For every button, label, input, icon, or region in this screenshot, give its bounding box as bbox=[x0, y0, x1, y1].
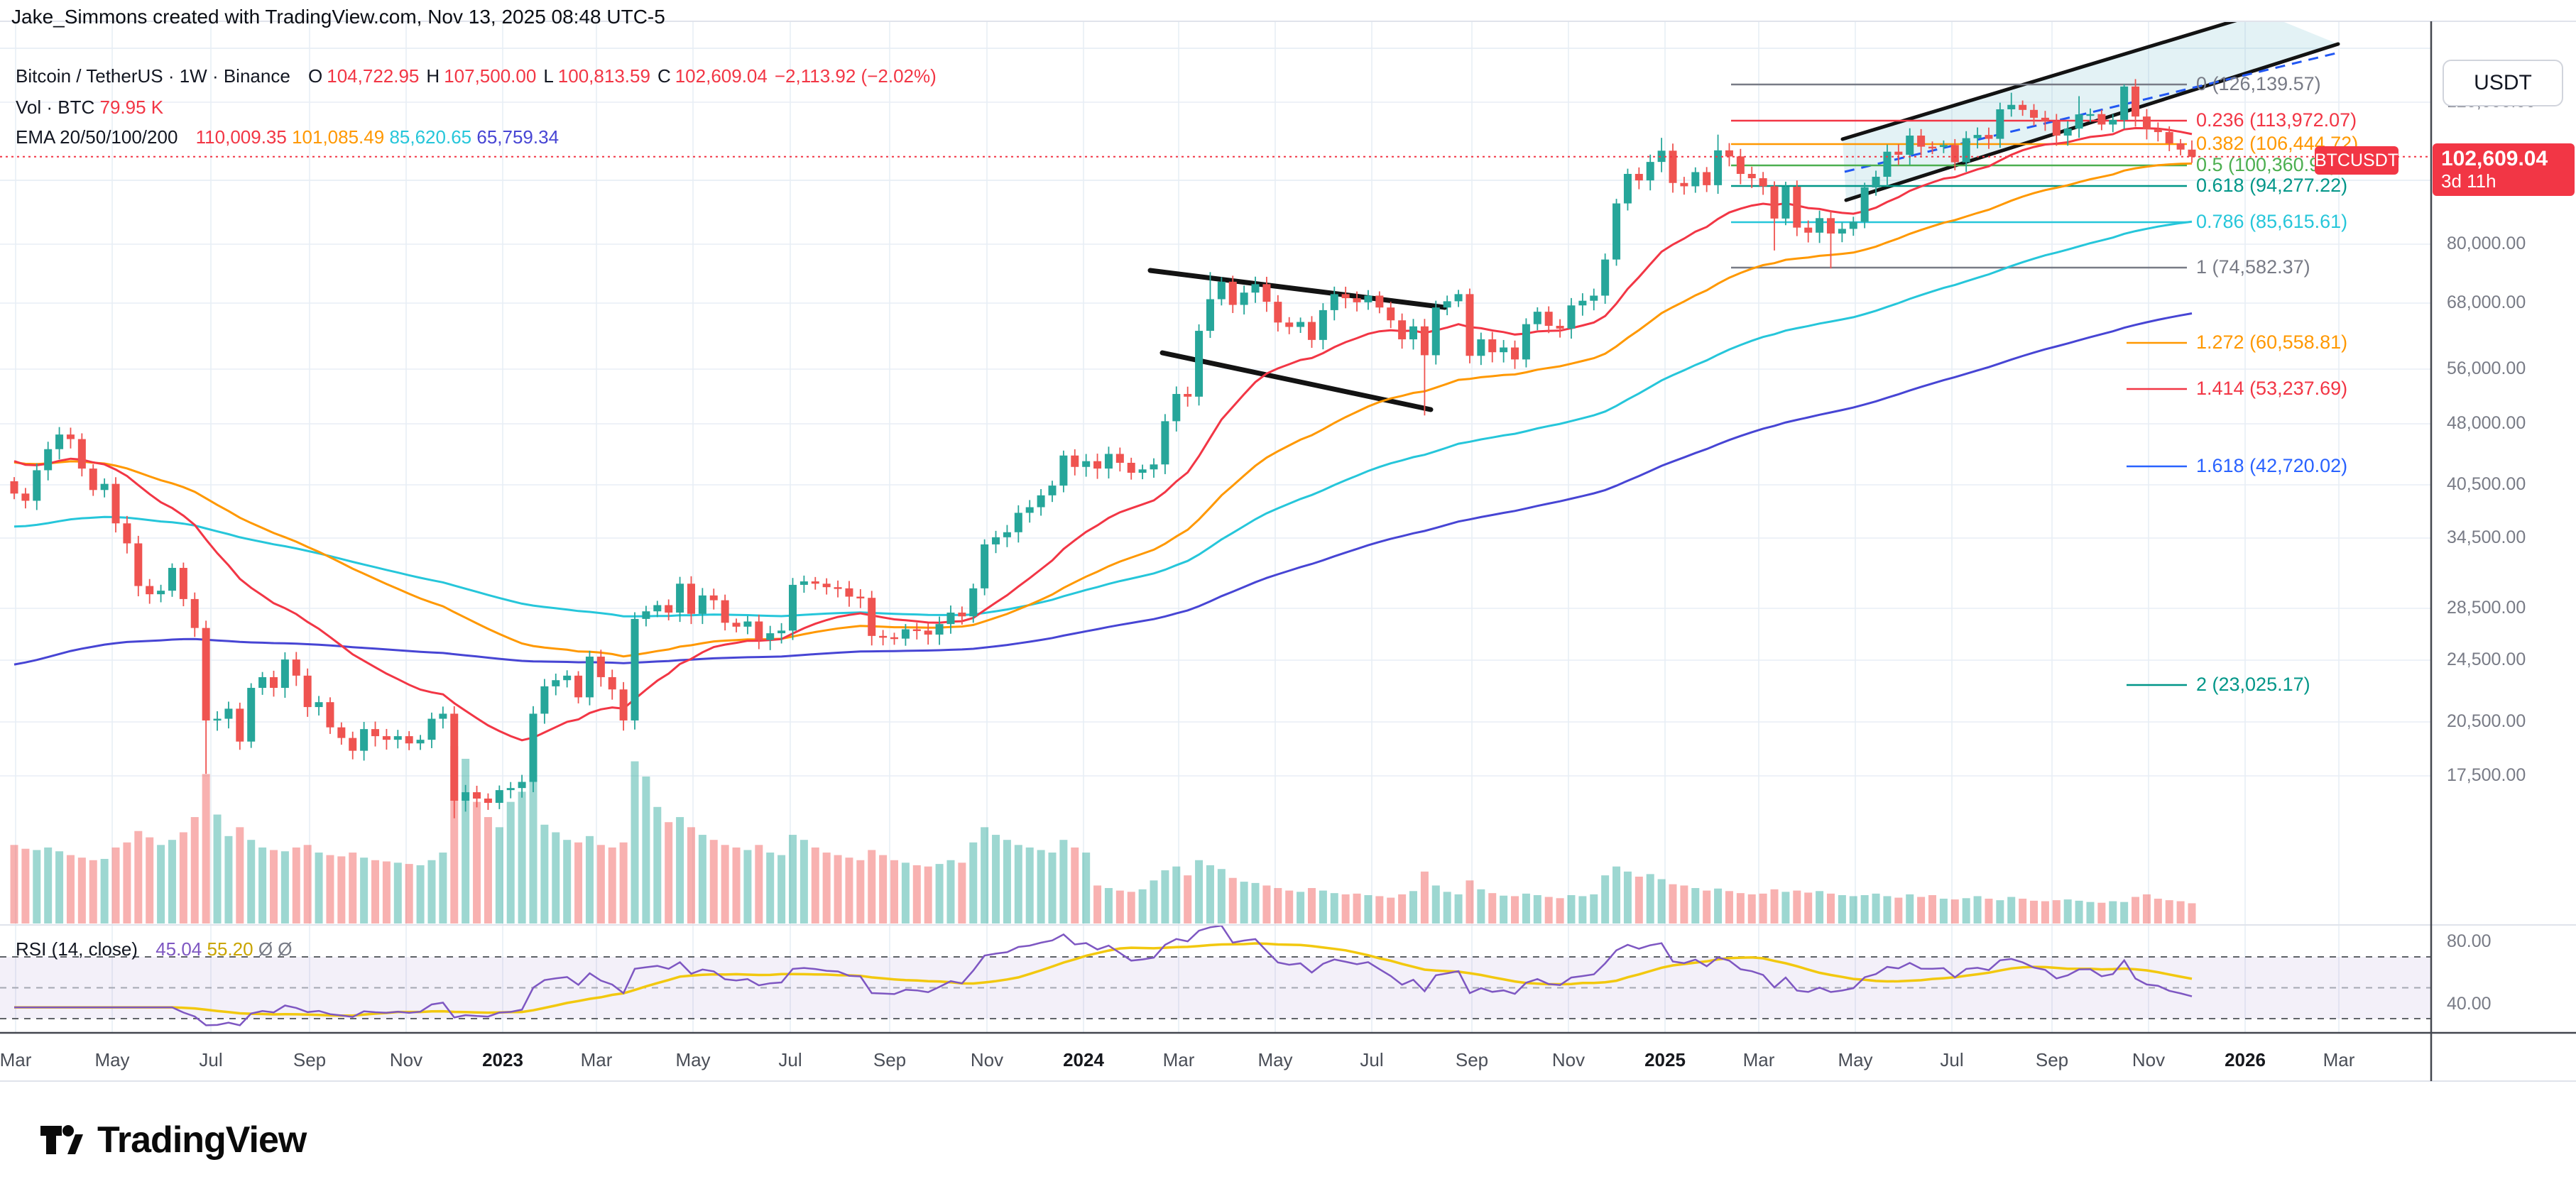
time-axis-label[interactable]: 2024 bbox=[1063, 1049, 1104, 1070]
time-axis-label[interactable]: Jul bbox=[1940, 1049, 1964, 1070]
price-axis-label[interactable]: 34,500.00 bbox=[2447, 527, 2526, 547]
time-axis-label[interactable]: Sep bbox=[2035, 1049, 2069, 1070]
ema100-value: 85,620.65 bbox=[389, 126, 472, 148]
rsi-ma-value: 55.20 bbox=[207, 938, 253, 960]
fib-level-label: 1 (74,582.37) bbox=[2196, 256, 2310, 278]
low-value: 100,813.59 bbox=[557, 65, 650, 87]
time-axis-label[interactable]: Sep bbox=[1455, 1049, 1489, 1070]
time-axis-label[interactable]: Nov bbox=[389, 1049, 423, 1070]
legend-volume-row[interactable]: Vol · BTC 79.95 K bbox=[16, 97, 163, 119]
fib-level-label: 0.786 (85,615.61) bbox=[2196, 210, 2348, 232]
time-axis-label[interactable]: Nov bbox=[1551, 1049, 1586, 1070]
rsi-empty-2: Ø bbox=[278, 938, 293, 960]
time-axis-label[interactable]: May bbox=[675, 1049, 711, 1070]
time-axis-label[interactable]: May bbox=[94, 1049, 130, 1070]
rsi-value: 45.04 bbox=[155, 938, 202, 960]
time-axis-label[interactable]: Mar bbox=[0, 1049, 32, 1070]
ema200-value: 65,759.34 bbox=[476, 126, 560, 148]
high-value: 107,500.00 bbox=[444, 65, 537, 87]
ema20-value: 110,009.35 bbox=[195, 126, 287, 148]
low-label: L bbox=[543, 65, 554, 87]
symbol-title[interactable]: Bitcoin / TetherUS · 1W · Binance bbox=[16, 65, 290, 87]
fib-level-label: 0 (126,139.57) bbox=[2196, 72, 2321, 94]
open-label: O bbox=[308, 65, 323, 87]
currency-usdt-button[interactable]: USDT bbox=[2443, 60, 2563, 106]
time-axis-label[interactable]: Mar bbox=[2323, 1049, 2355, 1070]
rsi-axis-label[interactable]: 40.00 bbox=[2447, 994, 2492, 1014]
last-price-value: 102,609.04 bbox=[2441, 146, 2548, 170]
close-value: 102,609.04 bbox=[675, 65, 768, 87]
time-axis-label[interactable]: May bbox=[1838, 1049, 1873, 1070]
price-axis-label[interactable]: 80,000.00 bbox=[2447, 234, 2526, 253]
fib-level-label: 0.618 (94,277.22) bbox=[2196, 174, 2348, 196]
time-axis-label[interactable]: Sep bbox=[293, 1049, 327, 1070]
fib-level-label: 1.414 (53,237.69) bbox=[2196, 377, 2348, 399]
tradingview-logo[interactable]: TradingView bbox=[39, 1117, 307, 1163]
close-label: C bbox=[657, 65, 671, 87]
btcusdt-price-line-tag: BTCUSDT bbox=[2315, 146, 2398, 175]
price-axis-label[interactable]: 40,500.00 bbox=[2447, 474, 2526, 494]
time-axis-label[interactable]: Jul bbox=[199, 1049, 223, 1070]
time-axis-label[interactable]: Jul bbox=[1360, 1049, 1384, 1070]
time-axis-label[interactable]: Nov bbox=[970, 1049, 1004, 1070]
attribution-text: Jake_Simmons created with TradingView.co… bbox=[11, 6, 665, 28]
rsi-empty-1: Ø bbox=[258, 938, 273, 960]
tradingview-logo-text: TradingView bbox=[97, 1119, 307, 1161]
time-axis-label[interactable]: Nov bbox=[2132, 1049, 2166, 1070]
price-axis-label[interactable]: 20,500.00 bbox=[2447, 711, 2526, 731]
time-axis-label[interactable]: 2025 bbox=[1644, 1049, 1686, 1070]
fib-level-label: 0.236 (113,972.07) bbox=[2196, 109, 2357, 131]
ema-label: EMA 20/50/100/200 bbox=[16, 126, 178, 148]
time-axis-label[interactable]: Jul bbox=[778, 1049, 802, 1070]
high-label: H bbox=[426, 65, 440, 87]
rsi-legend-row[interactable]: RSI (14, close) 45.04 55.20 Ø Ø bbox=[16, 938, 293, 960]
change-value: −2,113.92 (−2.02%) bbox=[774, 65, 937, 87]
price-axis-label[interactable]: 24,500.00 bbox=[2447, 650, 2526, 669]
time-axis-label[interactable]: Mar bbox=[580, 1049, 613, 1070]
fib-level-label: 2 (23,025.17) bbox=[2196, 673, 2310, 695]
fib-level-label: 1.618 (42,720.02) bbox=[2196, 454, 2348, 476]
bar-countdown: 3d 11h bbox=[2441, 170, 2496, 192]
time-axis-label[interactable]: Mar bbox=[1162, 1049, 1195, 1070]
time-axis-label[interactable]: Mar bbox=[1742, 1049, 1775, 1070]
legend-ema-row[interactable]: EMA 20/50/100/200 110,009.35 101,085.49 … bbox=[16, 126, 559, 148]
price-axis-label[interactable]: 28,500.00 bbox=[2447, 598, 2526, 618]
time-axis-label[interactable]: May bbox=[1257, 1049, 1293, 1070]
tradingview-logo-icon bbox=[40, 1125, 83, 1154]
volume-value: 79.95 K bbox=[99, 97, 164, 118]
ema50-value: 101,085.49 bbox=[292, 126, 385, 148]
time-axis-label[interactable]: 2026 bbox=[2225, 1049, 2266, 1070]
fib-level-label: 0.5 (100,360.96) bbox=[2196, 153, 2337, 175]
fib-level-label: 1.272 (60,558.81) bbox=[2196, 331, 2348, 353]
price-axis-label[interactable]: 17,500.00 bbox=[2447, 765, 2526, 785]
price-axis-label[interactable]: 48,000.00 bbox=[2447, 413, 2526, 433]
rsi-label: RSI (14, close) bbox=[16, 938, 138, 960]
time-axis-label[interactable]: Sep bbox=[873, 1049, 907, 1070]
price-axis-label[interactable]: 68,000.00 bbox=[2447, 292, 2526, 312]
rsi-axis-label[interactable]: 80.00 bbox=[2447, 931, 2492, 951]
legend-symbol-row[interactable]: Bitcoin / TetherUS · 1W · Binance O 104,7… bbox=[16, 65, 937, 87]
last-price-badge: 102,609.04 3d 11h bbox=[2433, 143, 2575, 196]
price-axis-label[interactable]: 56,000.00 bbox=[2447, 358, 2526, 378]
volume-label: Vol · BTC bbox=[16, 97, 95, 118]
time-axis-label[interactable]: 2023 bbox=[482, 1049, 523, 1070]
open-value: 104,722.95 bbox=[327, 65, 420, 87]
